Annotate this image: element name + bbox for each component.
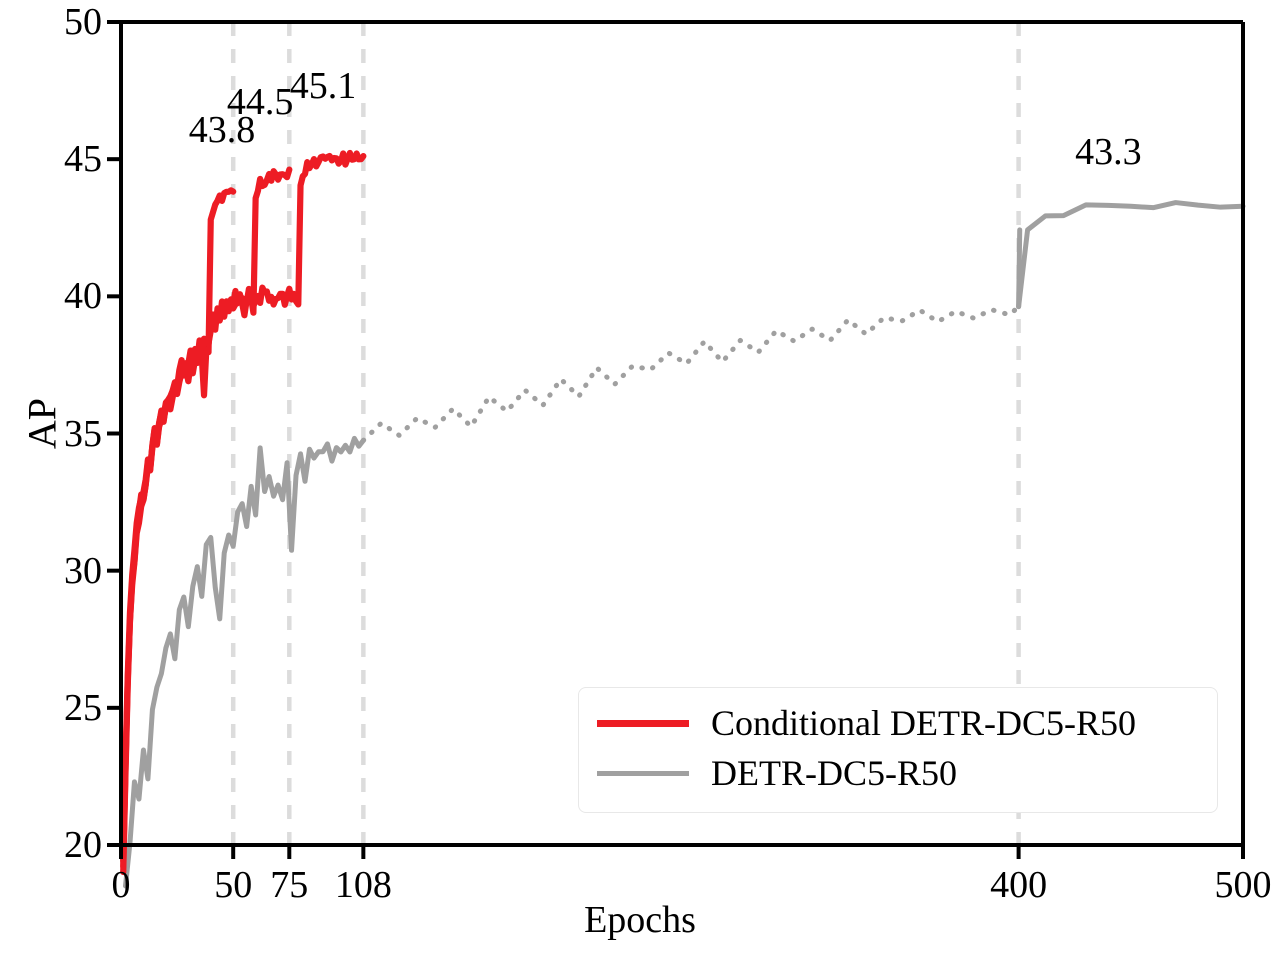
y-tick-label-35: 35 [64, 412, 102, 455]
x-tick-label-0: 0 [111, 864, 131, 906]
series-line-detr-dc5-r50 [122, 435, 366, 889]
y-tick-label-20: 20 [64, 824, 102, 866]
data-annotation-43.8: 43.8 [188, 108, 256, 151]
data-annotation-44.5: 44.5 [226, 81, 294, 124]
x-tick-label-108: 108 [334, 864, 392, 906]
series-line-conditional-detr-run-108-epochs [120, 149, 367, 865]
axis-ticks-group [107, 20, 1245, 859]
series-lr-drop-jump-detr [1016, 227, 1023, 310]
y-tick-label-50: 50 [64, 1, 102, 43]
x-tick-label-50: 50 [214, 864, 253, 906]
legend-color-swatch-red [597, 719, 689, 727]
legend-item-conditional-detr: Conditional DETR-DC5-R50 [597, 698, 1199, 748]
y-tick-label-25: 25 [64, 686, 102, 729]
y-tick-label-40: 40 [64, 275, 102, 318]
data-annotation-45.1: 45.1 [289, 64, 357, 107]
y-tick-label-45: 45 [64, 138, 102, 181]
x-axis-label: Epochs [584, 899, 696, 941]
legend-item-detr: DETR-DC5-R50 [597, 748, 1199, 798]
x-tick-label-500: 500 [1214, 864, 1272, 906]
series-line-detr-dc5-r50 [1016, 200, 1246, 310]
legend-color-swatch-gray [597, 770, 689, 776]
data-annotation-43.3: 43.3 [1075, 130, 1142, 173]
x-tick-label-75: 75 [270, 864, 309, 906]
chart-legend: Conditional DETR-DC5-R50 DETR-DC5-R50 [578, 687, 1218, 813]
x-tick-label-400: 400 [990, 864, 1048, 906]
series-lines-group [120, 149, 1246, 889]
legend-label-detr: DETR-DC5-R50 [711, 753, 957, 793]
series-line-detr-dc5-r50 [360, 304, 1022, 443]
legend-label-conditional-detr: Conditional DETR-DC5-R50 [711, 703, 1136, 743]
y-tick-label-30: 30 [64, 549, 102, 592]
